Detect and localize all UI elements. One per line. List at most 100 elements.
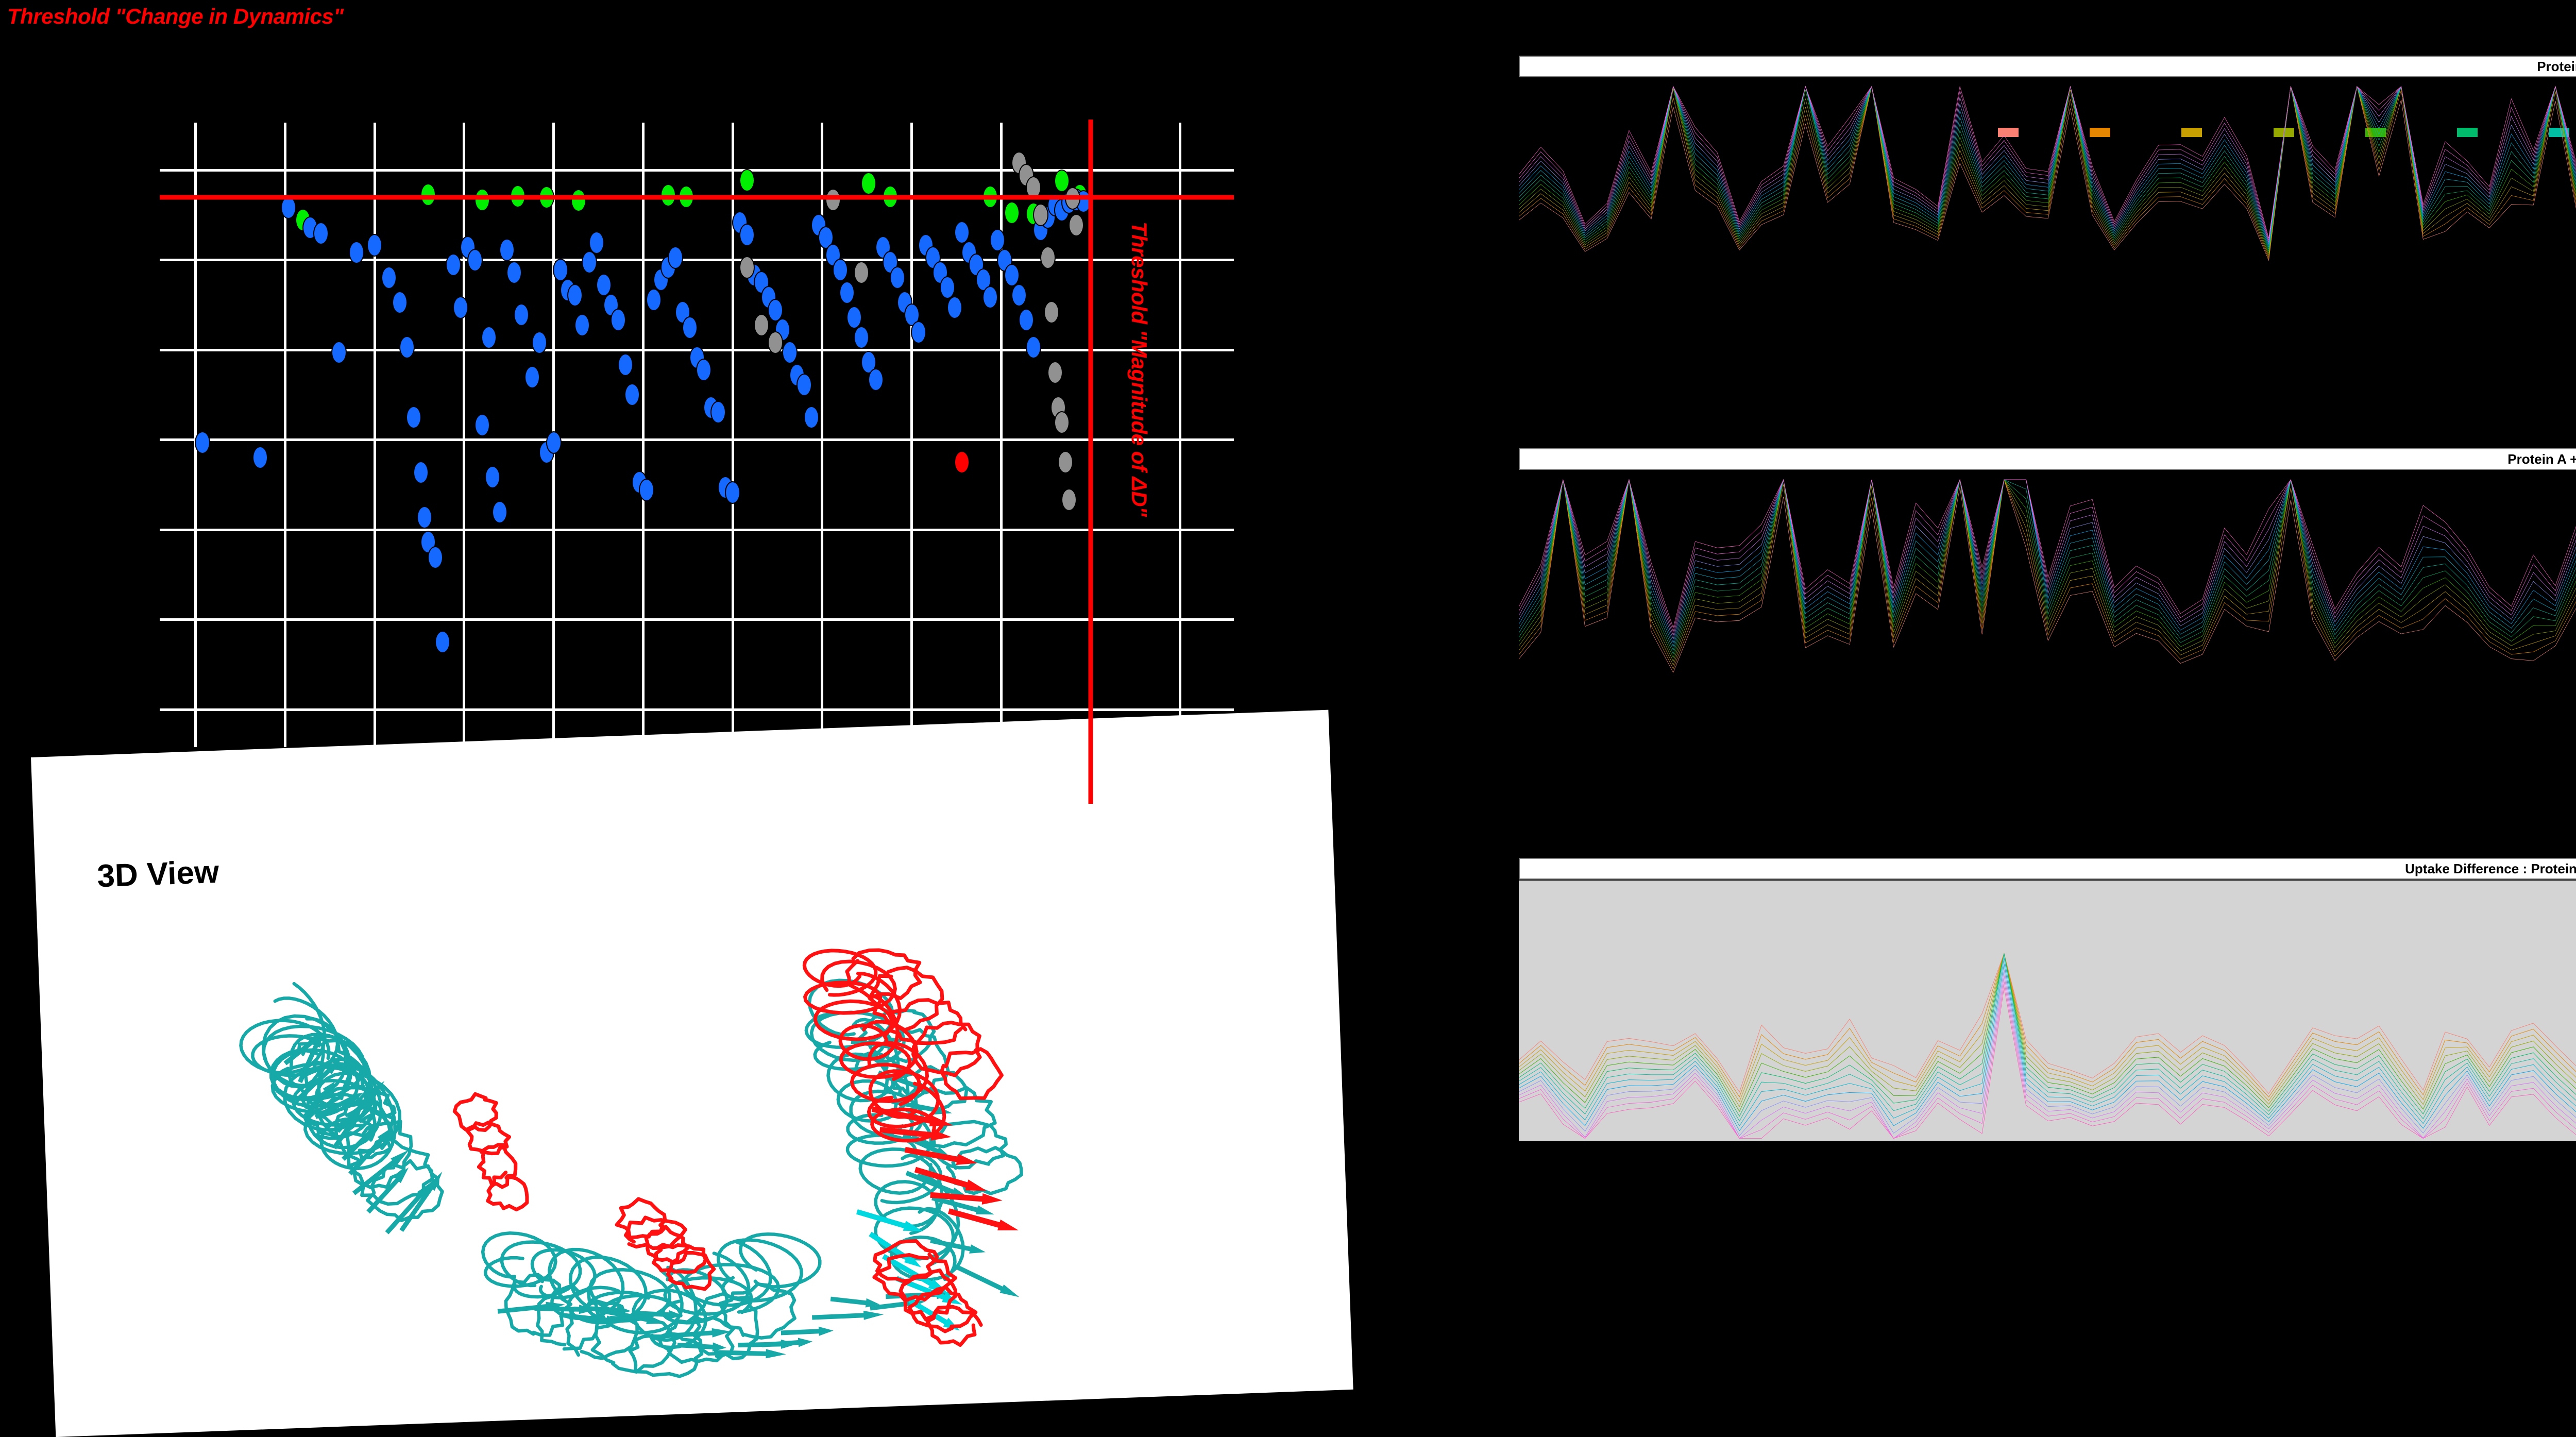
volcano-point-blue[interactable] [682, 316, 698, 339]
volcano-point-blue[interactable] [452, 296, 468, 319]
volcano-point-blue[interactable] [854, 326, 870, 349]
volcano-point-grey[interactable] [768, 331, 784, 354]
volcano-point-blue[interactable] [381, 266, 397, 289]
volcano-point-blue[interactable] [417, 505, 433, 529]
volcano-point-blue[interactable] [803, 406, 819, 429]
volcano-point-blue[interactable] [413, 461, 429, 484]
volcano-point-blue[interactable] [667, 246, 683, 269]
volcano-point-blue[interactable] [492, 501, 508, 524]
volcano-point-blue[interactable] [513, 303, 529, 327]
volcano-point-blue[interactable] [313, 222, 329, 245]
volcano-point-grey[interactable] [1040, 246, 1056, 269]
volcano-point-blue[interactable] [725, 481, 740, 504]
volcano-point-blue[interactable] [782, 341, 798, 364]
volcano-point-blue[interactable] [596, 274, 612, 297]
volcano-point-blue[interactable] [796, 374, 812, 397]
volcano-point-blue[interactable] [1025, 336, 1041, 359]
volcano-point-blue[interactable] [1004, 263, 1020, 286]
volcano-point-blue[interactable] [252, 446, 268, 469]
volcano-point-significant[interactable] [861, 172, 877, 195]
volcano-point-significant[interactable] [1054, 170, 1070, 193]
volcano-point-grey[interactable] [739, 256, 755, 279]
3d-view-card[interactable]: logit (pvalueMagnitude_of_Delta_D) 3D Vi… [31, 709, 1353, 1437]
volcano-point-blue[interactable] [768, 298, 784, 322]
volcano-point-blue[interactable] [531, 331, 547, 354]
volcano-point-blue[interactable] [696, 358, 712, 381]
legend-color-swatch[interactable] [2181, 128, 2202, 137]
volcano-point-blue[interactable] [603, 293, 619, 316]
volcano-plot-area[interactable] [160, 120, 1234, 804]
volcano-point-blue[interactable] [889, 266, 905, 289]
volcano-point-significant[interactable] [1004, 201, 1020, 224]
volcano-point-blue[interactable] [818, 226, 834, 249]
volcano-point-blue[interactable] [428, 546, 444, 569]
volcano-point-significant[interactable] [739, 168, 755, 192]
volcano-point-blue[interactable] [399, 336, 415, 359]
volcano-point-significant[interactable] [474, 189, 490, 212]
volcano-point-blue[interactable] [474, 413, 490, 436]
volcano-point-blue[interactable] [610, 308, 626, 331]
volcano-point-blue[interactable] [639, 478, 655, 501]
volcano-point-blue[interactable] [868, 368, 884, 392]
uptake-panel-protein-a[interactable]: Protein A [1494, 56, 2576, 282]
volcano-point-blue[interactable] [588, 231, 604, 254]
volcano-point-red[interactable] [954, 451, 970, 474]
volcano-point-grey[interactable] [1043, 301, 1059, 324]
volcano-point-blue[interactable] [990, 228, 1006, 251]
legend-color-swatch[interactable] [2457, 128, 2478, 137]
volcano-point-blue[interactable] [553, 259, 569, 282]
volcano-point-grey[interactable] [1058, 451, 1074, 474]
volcano-point-significant[interactable] [420, 183, 436, 206]
volcano-point-blue[interactable] [485, 466, 501, 489]
volcano-point-blue[interactable] [406, 406, 422, 429]
volcano-point-grey[interactable] [854, 261, 870, 284]
volcano-point-significant[interactable] [571, 189, 587, 212]
volcano-point-significant[interactable] [660, 183, 676, 207]
legend-color-swatch[interactable] [2089, 128, 2110, 137]
volcano-point-blue[interactable] [646, 289, 662, 312]
uptake-panel-difference[interactable]: Uptake Difference : Protein A - (Protein… [1494, 858, 2576, 1141]
volcano-point-blue[interactable] [710, 401, 726, 424]
volcano-point-blue[interactable] [367, 233, 382, 257]
volcano-point-blue[interactable] [624, 383, 640, 407]
volcano-point-blue[interactable] [982, 286, 998, 309]
volcano-point-blue[interactable] [506, 261, 522, 284]
volcano-point-grey[interactable] [1054, 411, 1070, 434]
volcano-point-blue[interactable] [467, 248, 483, 272]
volcano-point-blue[interactable] [195, 431, 211, 454]
volcano-point-blue[interactable] [946, 296, 962, 319]
volcano-point-grey[interactable] [1032, 204, 1048, 227]
volcano-point-blue[interactable] [839, 281, 855, 304]
volcano-point-blue[interactable] [832, 259, 848, 282]
legend-color-swatch[interactable] [2273, 128, 2294, 137]
volcano-point-grey[interactable] [1061, 488, 1077, 512]
volcano-point-blue[interactable] [911, 321, 927, 344]
volcano-point-grey[interactable] [825, 189, 841, 212]
uptake-panel-protein-a-ligand[interactable]: Protein A + Ligand [1494, 448, 2576, 690]
volcano-point-blue[interactable] [435, 631, 451, 654]
volcano-point-blue[interactable] [1018, 308, 1034, 331]
volcano-point-blue[interactable] [846, 306, 862, 329]
volcano-point-blue[interactable] [954, 221, 970, 244]
volcano-point-blue[interactable] [582, 251, 597, 274]
volcano-point-blue[interactable] [739, 224, 755, 247]
volcano-point-blue[interactable] [445, 253, 461, 277]
volcano-point-blue[interactable] [567, 283, 583, 307]
uptake-trace [1519, 87, 2576, 266]
volcano-point-grey[interactable] [753, 313, 769, 336]
volcano-point-blue[interactable] [940, 276, 955, 299]
protein-structure-render[interactable] [109, 868, 1260, 1424]
volcano-point-blue[interactable] [574, 313, 590, 336]
volcano-point-blue[interactable] [524, 366, 540, 389]
volcano-point-blue[interactable] [617, 353, 633, 377]
volcano-point-blue[interactable] [349, 241, 365, 264]
volcano-point-blue[interactable] [331, 341, 347, 364]
volcano-point-blue[interactable] [546, 431, 562, 454]
legend-color-swatch[interactable] [1997, 128, 2019, 137]
volcano-point-blue[interactable] [499, 239, 515, 262]
volcano-point-grey[interactable] [1047, 361, 1063, 384]
volcano-point-grey[interactable] [1069, 213, 1084, 236]
volcano-point-blue[interactable] [392, 291, 408, 314]
volcano-point-blue[interactable] [481, 326, 497, 349]
volcano-point-blue[interactable] [1011, 283, 1027, 307]
